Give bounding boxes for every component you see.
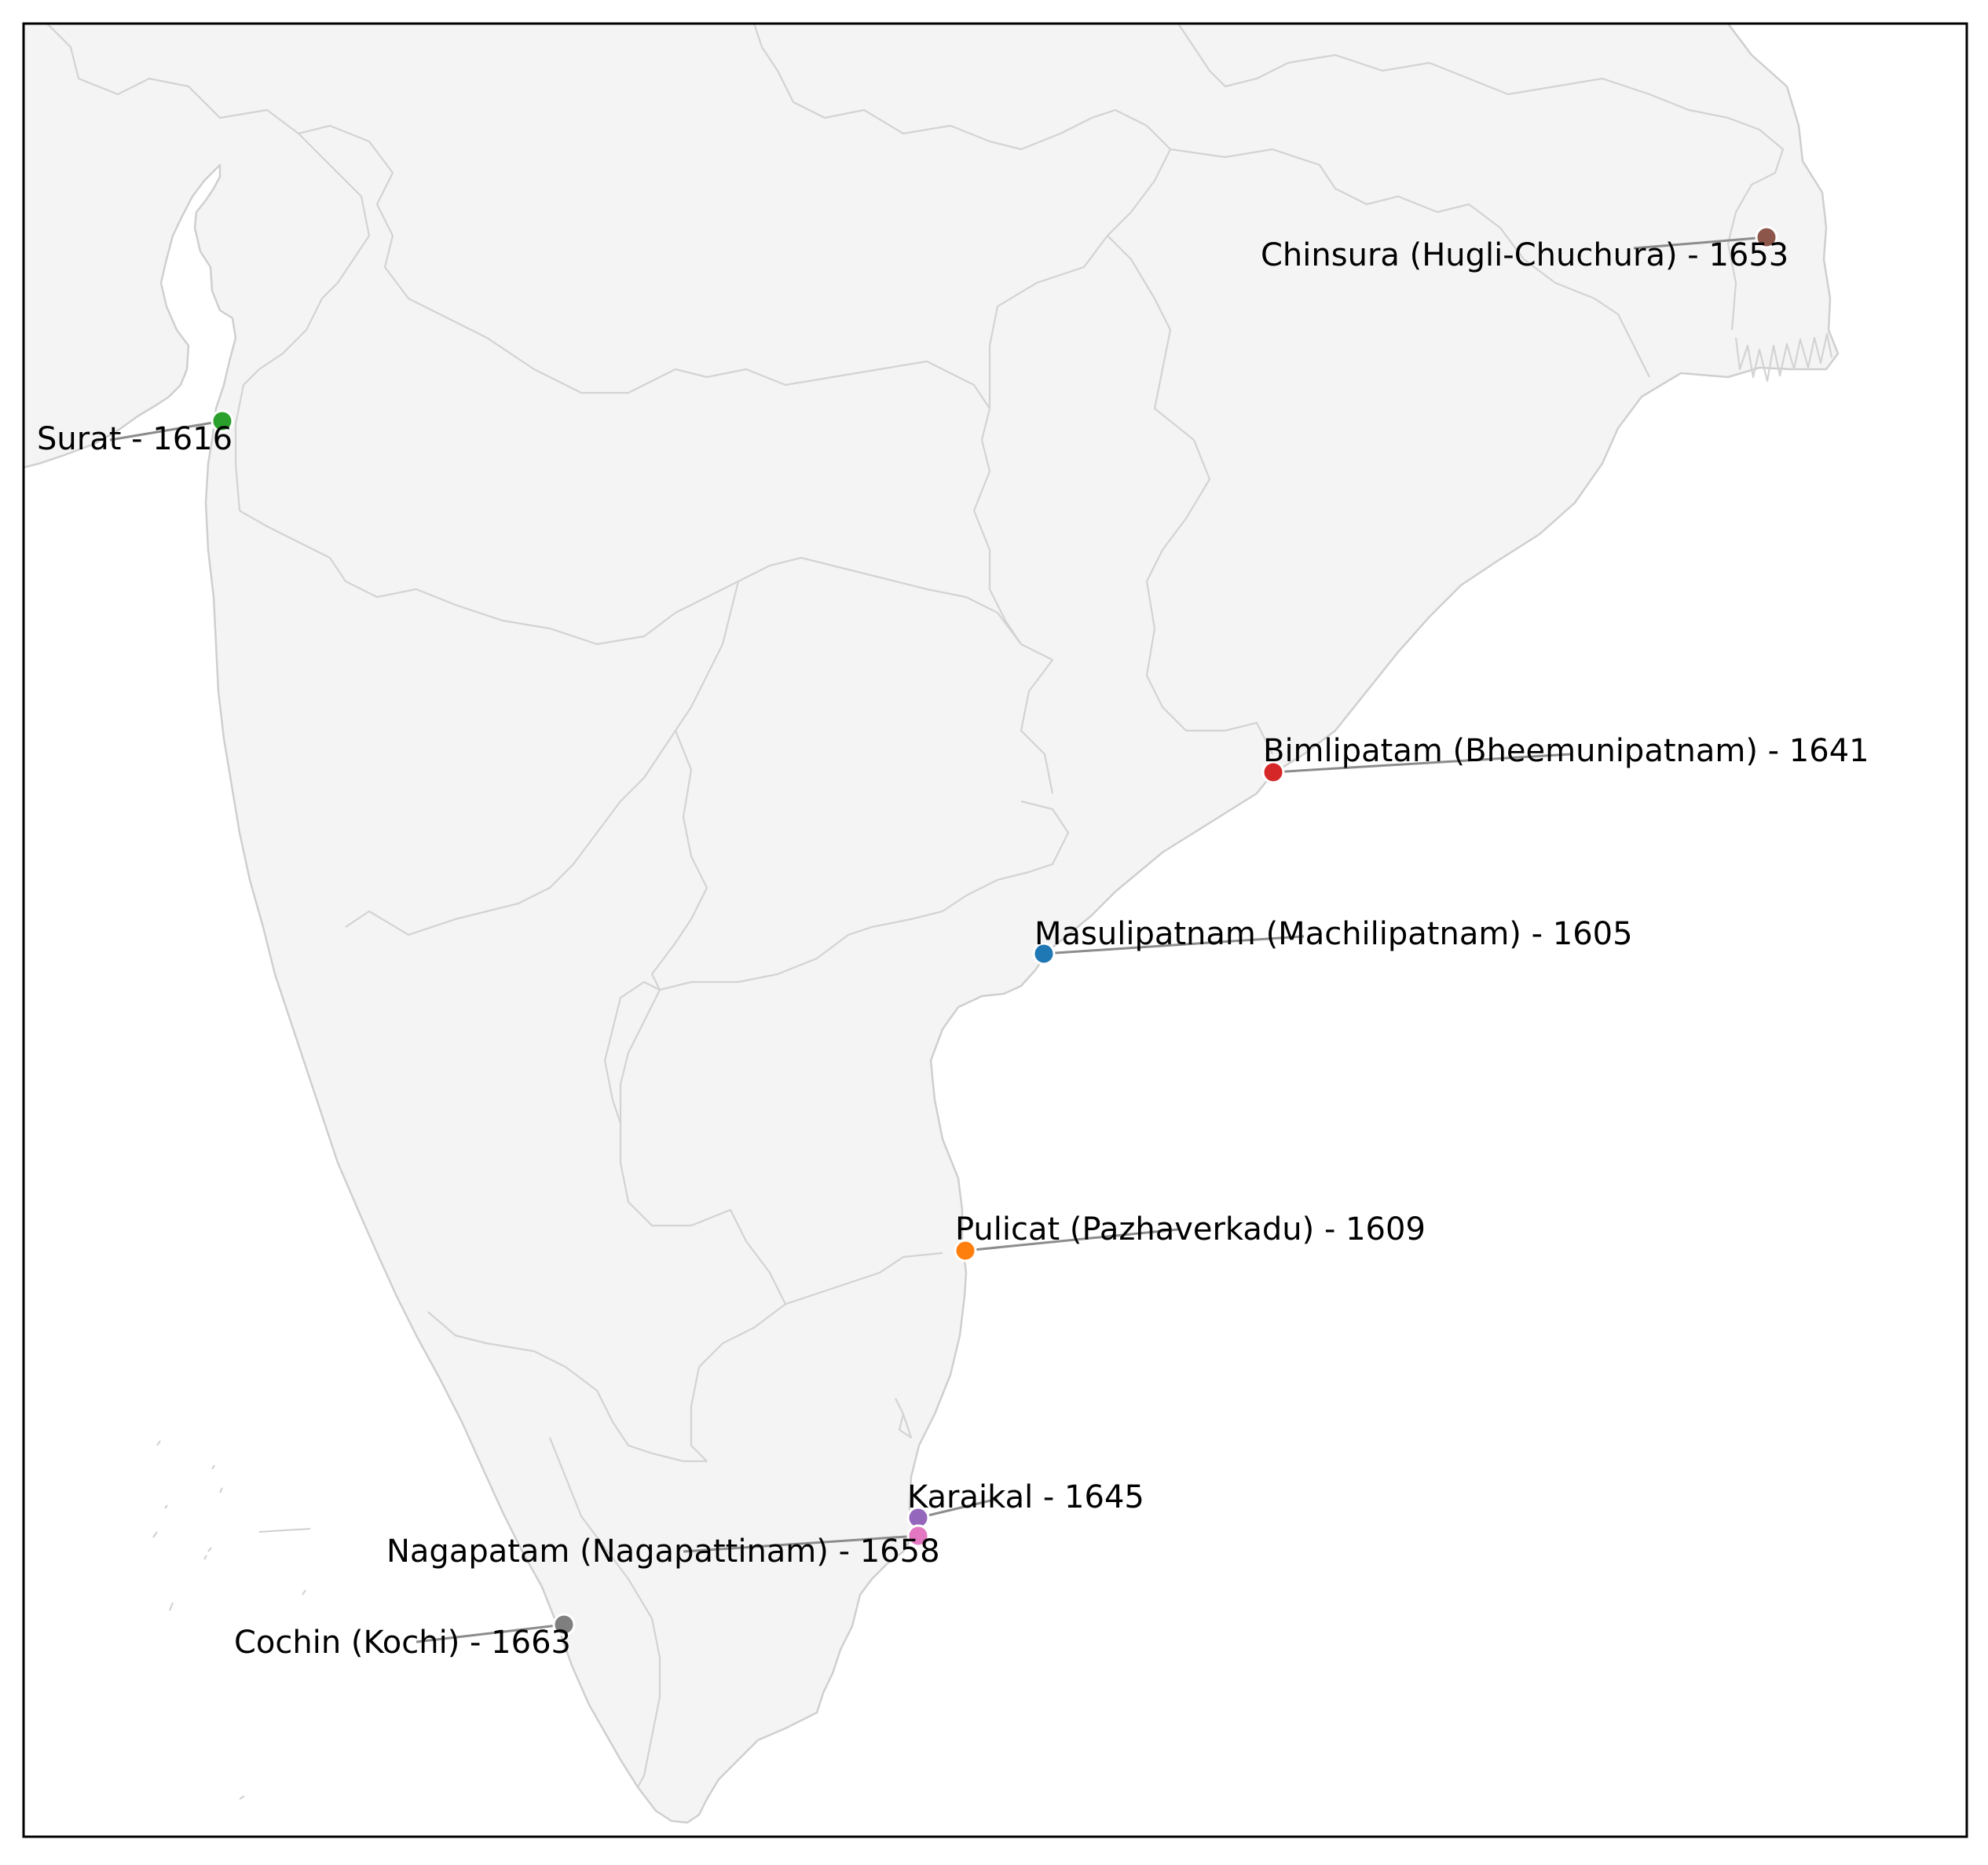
settlement-label: Karaikal - 1645 <box>907 1479 1144 1515</box>
settlement-marker[interactable] <box>906 1524 930 1548</box>
state-border <box>690 1303 786 1462</box>
label-leader-line <box>1272 753 1572 774</box>
settlement-marker[interactable] <box>552 1613 576 1636</box>
settlement-marker[interactable] <box>1261 760 1285 784</box>
state-border <box>427 1311 707 1463</box>
settlement-marker[interactable] <box>1032 942 1056 965</box>
state-border <box>239 510 1022 646</box>
state-border <box>1170 148 1650 378</box>
state-border <box>46 24 371 511</box>
island-group <box>152 1440 311 1800</box>
settlement-label: Nagapatam (Nagapattinam) - 1658 <box>386 1533 940 1570</box>
settlement-marker[interactable] <box>954 1239 977 1262</box>
state-border <box>659 800 1070 991</box>
settlement-label: Cochin (Kochi) - 1663 <box>234 1625 571 1661</box>
settlement-label: Chinsura (Hugli-Chuchura) - 1653 <box>1261 237 1788 273</box>
label-leader-line <box>1043 935 1305 955</box>
label-leader-line <box>965 1228 1179 1252</box>
label-leader-line <box>109 420 223 442</box>
label-leader-line <box>416 1623 565 1643</box>
state-border <box>1107 235 1273 755</box>
settlement-marker[interactable] <box>1755 225 1778 249</box>
state-border <box>603 980 661 1124</box>
india-landmass <box>24 24 1840 1824</box>
state-border <box>298 124 990 409</box>
state-border <box>1177 24 1785 331</box>
state-border <box>895 1398 913 1439</box>
settlement-label: Masulipatnam (Machilipatnam) - 1605 <box>1034 916 1633 952</box>
sundarbans-delta <box>1734 332 1833 383</box>
settlement-label: Surat - 1616 <box>37 421 232 457</box>
settlement-marker[interactable] <box>211 409 234 433</box>
state-border <box>972 408 1054 794</box>
state-border <box>548 1437 661 1788</box>
map-frame-border <box>22 22 1968 1838</box>
settlement-label: Bimlipatam (Bheemunipatnam) - 1641 <box>1263 733 1869 769</box>
settlement-layer: Masulipatnam (Machilipatnam) - 1605 Pulic… <box>37 225 1869 1661</box>
label-leader-line <box>917 1497 998 1519</box>
settlement-label: Pulicat (Pazhaverkadu) - 1609 <box>955 1211 1426 1248</box>
label-leader-line <box>683 1534 919 1553</box>
state-border <box>345 581 740 936</box>
label-leader-line <box>1633 236 1767 250</box>
state-border <box>752 24 1172 409</box>
